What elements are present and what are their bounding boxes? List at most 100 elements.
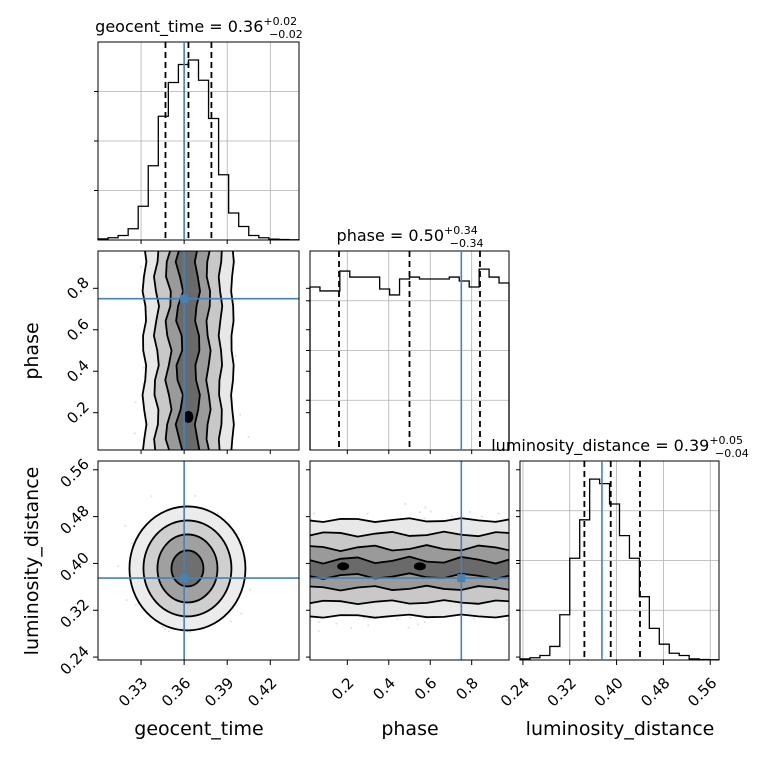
contour-level-3 (174, 251, 201, 450)
contour-level-0 (128, 505, 247, 632)
scatter-point (366, 512, 369, 515)
x-tick-label-phase: 0.8 (452, 674, 482, 704)
panel-hist-phase (306, 250, 510, 451)
scatter-point (134, 603, 137, 607)
ylabel-luminosity-distance: luminosity_distance (21, 467, 43, 656)
density-phase-luminosity_distance (310, 502, 509, 633)
x-tick-label-phase: 0.4 (369, 674, 399, 704)
contour-level-1 (152, 251, 224, 450)
y-tick-label-luminosity_distance: 0.40 (56, 549, 92, 585)
x-tick-label-geocent_time: 0.36 (158, 674, 194, 710)
scatter-point (317, 630, 320, 633)
y-tick-label-phase: 0.4 (63, 356, 93, 386)
xlabel-luminosity-distance: luminosity_distance (526, 718, 715, 740)
scatter-point (423, 517, 426, 520)
y-tick-label-luminosity_distance: 0.48 (56, 502, 92, 538)
y-tick-label-luminosity_distance: 0.56 (56, 455, 92, 491)
panel-hist-distance (516, 460, 720, 661)
contour-level-2 (156, 533, 219, 604)
scatter-point (161, 625, 165, 629)
scatter-point (239, 413, 242, 416)
scatter-point (117, 564, 120, 568)
scatter-point (234, 354, 237, 357)
scatter-point (407, 626, 410, 629)
panel-hist-geocent-time (94, 41, 300, 241)
scatter-point (418, 511, 422, 514)
scatter-point (468, 511, 472, 514)
scatter-point (312, 512, 316, 515)
contour-level-0 (310, 517, 509, 619)
scatter-point (249, 588, 252, 591)
scatter-point (423, 620, 426, 624)
contour-peak-0 (337, 562, 350, 571)
x-tick-label-phase: 0.2 (328, 674, 358, 704)
xlabel-geocent-time: geocent_time (134, 718, 263, 740)
x-tick-label-luminosity_distance: 0.24 (497, 674, 533, 710)
y-tick-label-luminosity_distance: 0.24 (56, 642, 92, 678)
scatter-point (349, 626, 353, 629)
xlabel-phase: phase (381, 718, 438, 740)
frame-distance-vs-phase (309, 460, 510, 661)
scatter-point (424, 506, 427, 509)
scatter-point (134, 401, 137, 404)
scatter-point (216, 512, 220, 515)
title-geocent-time: geocent_time = 0.36+0.02 −0.02 (95, 15, 303, 41)
contour-peak (183, 410, 194, 423)
title-luminosity-distance: luminosity_distance = 0.39+0.05 −0.04 (491, 434, 749, 460)
scatter-point (229, 620, 232, 623)
x-tick-label-phase: 0.6 (411, 674, 441, 704)
density-geocent_time-luminosity_distance (117, 494, 252, 634)
x-tick-label-luminosity_distance: 0.32 (544, 674, 580, 710)
scatter-point (416, 623, 420, 626)
y-tick-label-phase: 0.6 (63, 315, 93, 345)
x-tick-label-luminosity_distance: 0.56 (684, 674, 720, 710)
grid-distance (520, 461, 719, 660)
x-tick-label-luminosity_distance: 0.48 (637, 674, 673, 710)
panel-distance-vs-geocent-time (97, 460, 300, 661)
scatter-point (481, 515, 484, 518)
histogram-geocent_time (97, 59, 300, 241)
contour-level-1 (310, 530, 509, 605)
scatter-point (363, 616, 366, 620)
scatter-point (194, 494, 197, 497)
x-tick-label-geocent_time: 0.33 (115, 674, 151, 710)
scatter-point (247, 435, 250, 439)
contour-peak-1 (413, 562, 426, 571)
histogram-luminosity_distance (519, 478, 720, 661)
x-tick-label-geocent_time: 0.39 (201, 674, 237, 710)
scatter-point (497, 512, 500, 515)
contour-level-3 (170, 549, 205, 588)
scatter-point (317, 621, 320, 624)
frame-phase-vs-geocent-time (97, 250, 300, 451)
scatter-point (139, 265, 143, 269)
scatter-point (189, 631, 192, 634)
truth-marker (180, 294, 189, 303)
y-tick-label-phase: 0.2 (63, 398, 93, 428)
truth-marker (180, 574, 189, 583)
x-tick-label-luminosity_distance: 0.40 (590, 674, 626, 710)
contour-level-0 (141, 251, 235, 450)
scatter-point (335, 622, 338, 625)
scatter-point (240, 612, 243, 615)
scatter-point (472, 617, 475, 620)
y-tick-label-luminosity_distance: 0.32 (56, 595, 92, 631)
scatter-point (167, 629, 170, 633)
scatter-point (131, 542, 134, 545)
scatter-point (368, 617, 371, 620)
ylabel-phase: phase (21, 322, 43, 379)
frame-distance-vs-geocent-time (97, 460, 300, 661)
contour-level-3 (310, 555, 509, 580)
x-tick-label-geocent_time: 0.42 (244, 674, 280, 710)
title-phase: phase = 0.50+0.34 −0.34 (337, 224, 484, 250)
scatter-point (150, 495, 153, 498)
scatter-point (142, 366, 145, 369)
scatter-point (404, 502, 407, 506)
y-tick-label-phase: 0.8 (63, 273, 93, 303)
scatter-point (124, 525, 127, 528)
scatter-point (450, 515, 453, 518)
contour-level-1 (142, 519, 233, 618)
panel-distance-vs-phase (309, 460, 510, 661)
truth-marker (457, 574, 466, 583)
scatter-point (429, 510, 432, 513)
